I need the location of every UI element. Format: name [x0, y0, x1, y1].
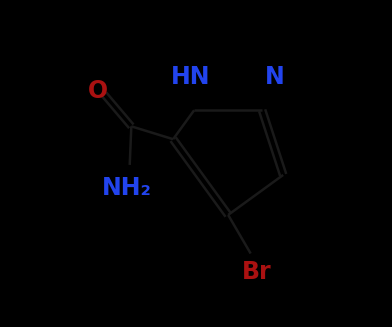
Text: Br: Br [242, 260, 272, 284]
Text: N: N [265, 65, 285, 89]
Text: HN: HN [171, 65, 211, 89]
Text: NH₂: NH₂ [102, 176, 151, 200]
Text: O: O [87, 79, 108, 103]
